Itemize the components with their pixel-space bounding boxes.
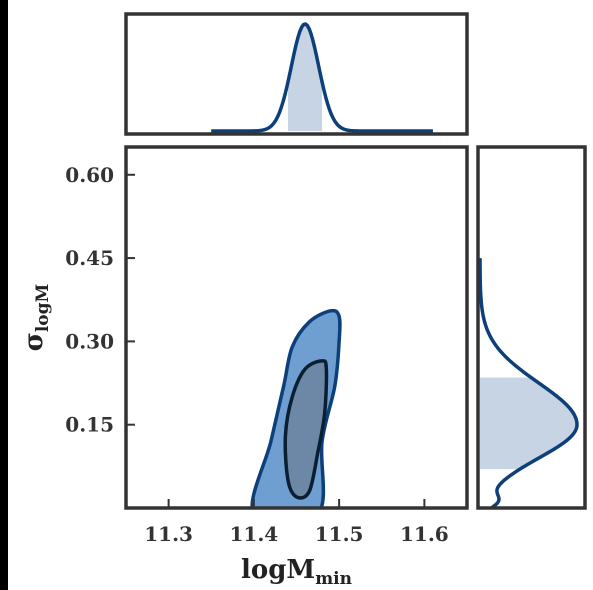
y-axis-title: σlogM bbox=[19, 283, 53, 351]
right-marginal-panel bbox=[476, 145, 587, 510]
x-tick-label: 11.6 bbox=[400, 522, 449, 546]
right-credible-interval bbox=[480, 377, 577, 470]
y-tick-label: 0.30 bbox=[65, 329, 114, 353]
right-density-curve bbox=[478, 258, 579, 508]
top-density-curve bbox=[211, 22, 433, 133]
joint-distribution-panel: 11.3 11.4 11.5 11.6 0.60 0.45 0.30 0.15 bbox=[65, 145, 469, 546]
inner-contour-68 bbox=[283, 359, 329, 500]
contour-group bbox=[250, 308, 342, 508]
right-frame bbox=[476, 145, 587, 510]
y-tick-label: 0.45 bbox=[65, 246, 114, 270]
x-tick-label: 11.5 bbox=[315, 522, 364, 546]
top-marginal-panel bbox=[124, 12, 469, 136]
main-frame bbox=[124, 145, 469, 510]
axis-labels: logMmin σlogM bbox=[19, 283, 352, 589]
right-curve-group bbox=[478, 258, 579, 508]
x-axis-title: logMmin bbox=[241, 555, 352, 589]
y-tick-label: 0.15 bbox=[65, 413, 114, 437]
x-tick-label: 11.4 bbox=[230, 522, 279, 546]
top-frame bbox=[124, 12, 469, 136]
x-tick-label: 11.3 bbox=[144, 522, 193, 546]
y-tick-label: 0.60 bbox=[65, 163, 114, 187]
top-credible-interval bbox=[287, 24, 323, 131]
